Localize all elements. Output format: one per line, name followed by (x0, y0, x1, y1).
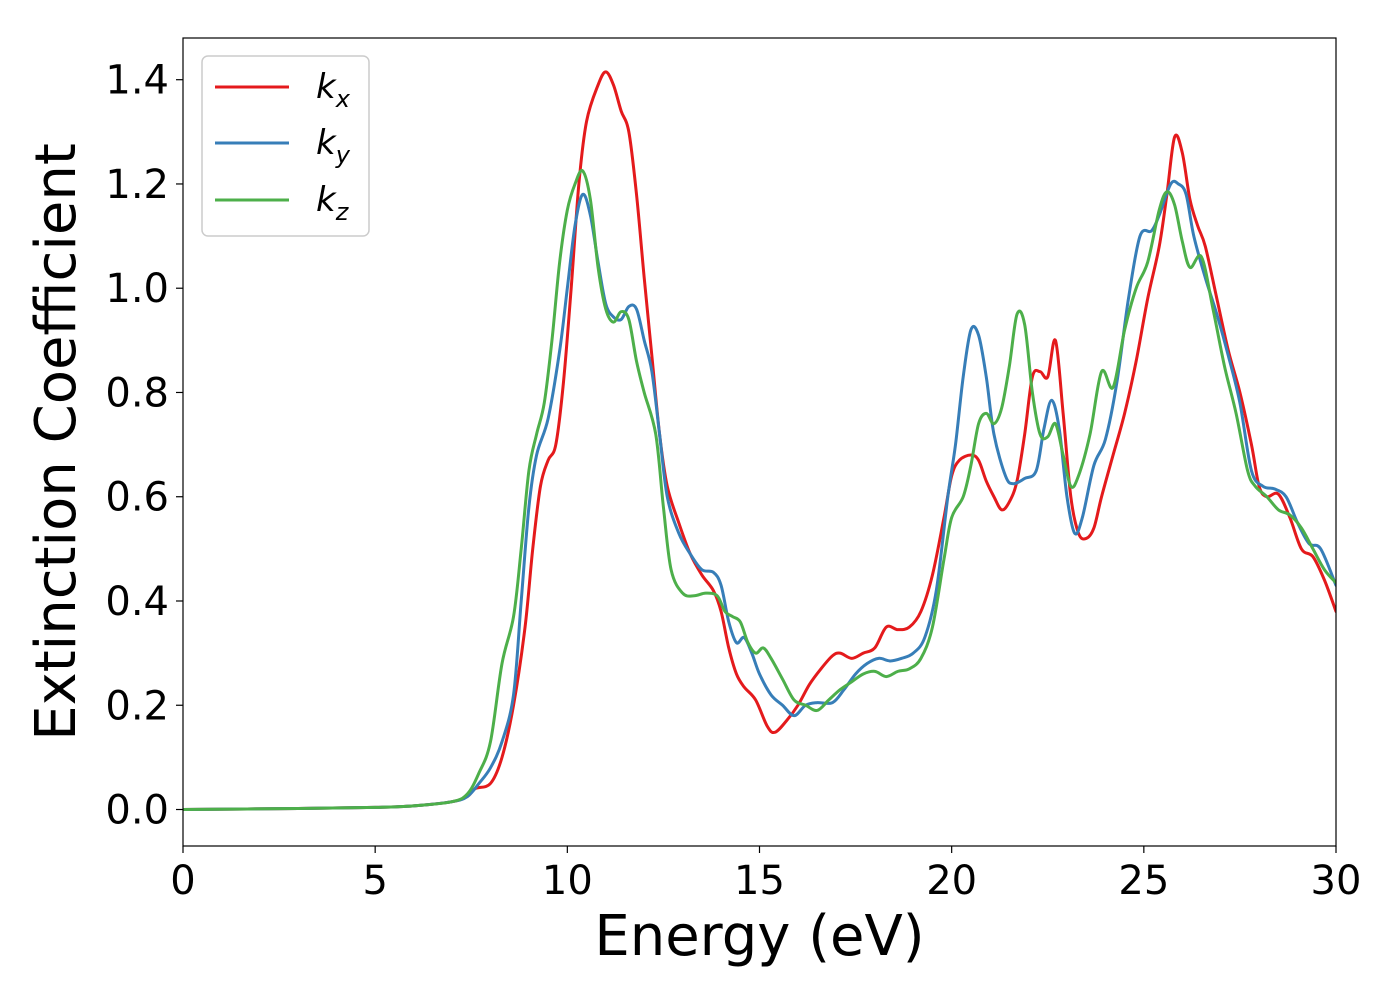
x-tick-label: 10 (542, 858, 593, 904)
y-tick-label: 0.6 (105, 475, 169, 521)
legend-label-sub: y (335, 141, 351, 169)
series-line-k-x (183, 70, 1336, 812)
legend-label-base: k (316, 123, 337, 163)
series-line-k-y (183, 179, 1336, 812)
series-layer (183, 70, 1336, 812)
y-tick-label: 0.0 (105, 788, 169, 834)
series-line-k-z (183, 168, 1336, 812)
legend-label-sub: z (335, 198, 350, 226)
y-axis-title: Extinction Coefficient (24, 143, 89, 741)
legend-label-base: k (316, 180, 337, 220)
x-tick-label: 25 (1118, 858, 1169, 904)
legend-label-base: k (316, 67, 337, 107)
x-tick-label: 5 (362, 858, 387, 904)
legend-label-z: kz (316, 180, 350, 226)
y-tick-label: 0.4 (105, 579, 169, 625)
y-tick-label: 1.2 (105, 162, 169, 208)
x-tick-label: 20 (926, 858, 977, 904)
y-axis-ticks: 0.0 0.2 0.4 0.6 0.8 1.0 1.2 1.4 (105, 58, 183, 834)
x-tick-label: 0 (170, 858, 195, 904)
legend-label-sub: x (335, 85, 351, 113)
legend-label-x: kx (316, 67, 351, 113)
legend-box (201, 55, 370, 237)
x-tick-label: 15 (734, 858, 785, 904)
legend-label-y: ky (316, 123, 351, 169)
x-axis-title: Energy (eV) (594, 904, 924, 969)
y-tick-label: 0.2 (105, 683, 169, 729)
y-tick-label: 1.0 (105, 266, 169, 312)
x-tick-label: 30 (1311, 858, 1362, 904)
x-axis-ticks: 0 5 10 15 20 25 30 (170, 846, 1361, 904)
y-tick-label: 1.4 (105, 58, 169, 104)
y-tick-label: 0.8 (105, 370, 169, 416)
